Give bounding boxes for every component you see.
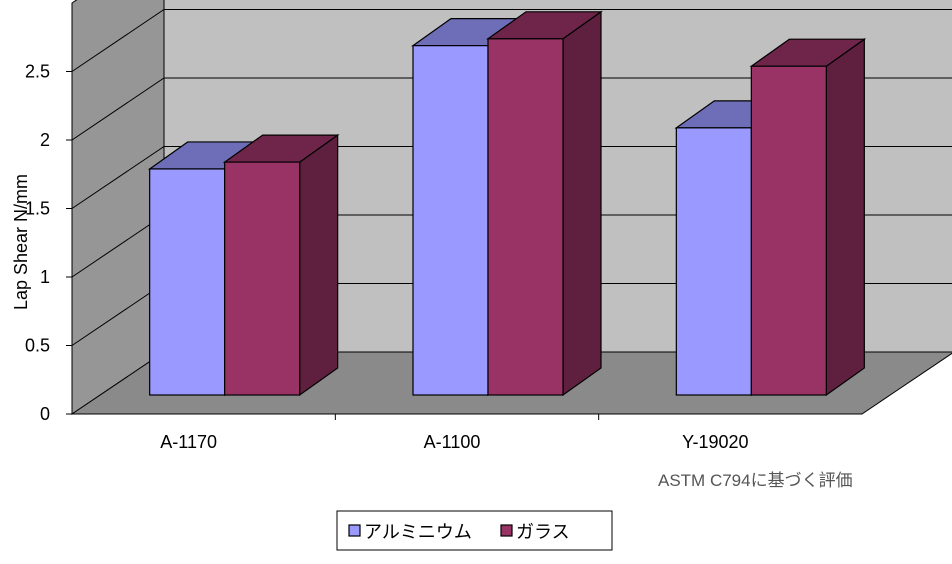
bar-front <box>149 168 226 396</box>
bar-side <box>562 10 602 397</box>
y-axis-label: Lap Shear N/mm <box>11 174 31 310</box>
y-tick-label: 0 <box>40 404 50 424</box>
bar-front <box>487 38 564 396</box>
legend: アルミニウム ガラス <box>336 510 613 551</box>
bar <box>486 10 603 397</box>
x-tick-label: A-1100 <box>424 432 481 452</box>
legend-swatch <box>500 524 513 537</box>
bar-front <box>750 65 827 396</box>
bars <box>147 10 867 397</box>
legend-swatch <box>348 524 361 537</box>
bar <box>222 133 340 397</box>
bar <box>749 38 867 397</box>
legend-label: ガラス <box>516 522 570 542</box>
gridline <box>71 9 952 72</box>
y-tick-label: 0.5 <box>25 336 50 356</box>
x-tick-label: A-1170 <box>160 432 217 452</box>
bar-front <box>675 127 752 396</box>
x-tick-label: Y-19020 <box>682 432 748 452</box>
y-tick-label: 1.5 <box>25 199 50 219</box>
bar-side <box>299 133 339 397</box>
bar-front <box>412 45 489 396</box>
y-tick-label: 1 <box>40 267 50 287</box>
axes <box>66 3 862 420</box>
legend-label: アルミニウム <box>364 522 472 542</box>
annotation-note: ASTM C794に基づく評価 <box>658 471 853 490</box>
y-tick-label: 2.5 <box>25 62 50 82</box>
y-tick-label: 2 <box>40 130 50 150</box>
gridline <box>71 77 952 141</box>
tick-labels: 0 0.5 1 1.5 2 2.5 A-1170 A-1100 Y-19020 <box>25 62 749 453</box>
legend-box <box>336 510 613 551</box>
bar-side <box>825 38 865 397</box>
bar-front <box>224 161 301 396</box>
